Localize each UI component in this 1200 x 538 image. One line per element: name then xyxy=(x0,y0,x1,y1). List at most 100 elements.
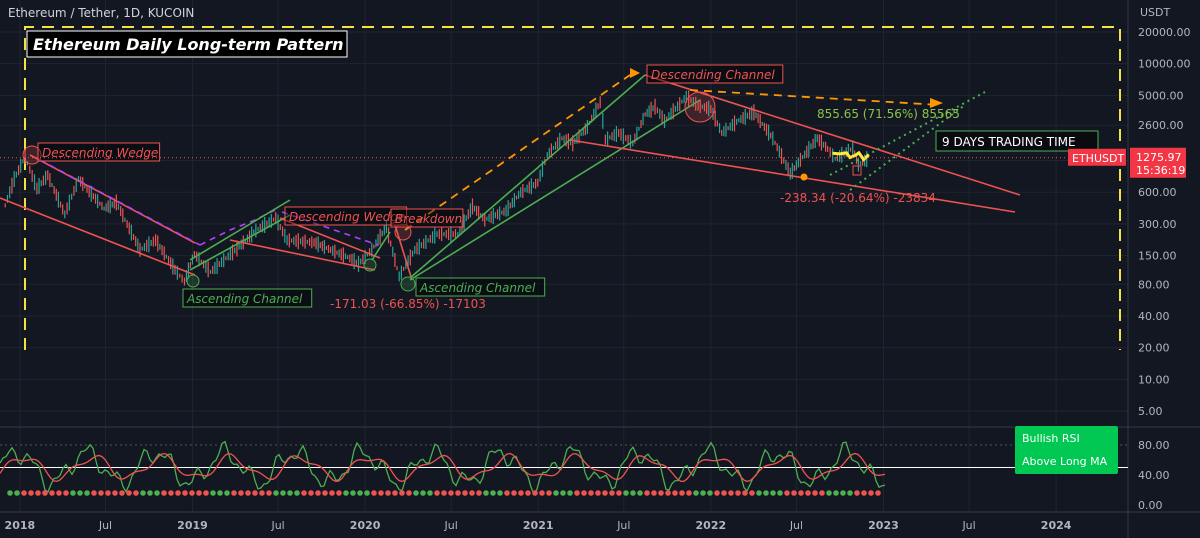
pivot-circle-2 xyxy=(186,274,200,288)
rsi-dot xyxy=(399,490,405,496)
rsi-dot xyxy=(770,490,776,496)
rsi-dot xyxy=(14,490,20,496)
time-axis-tick: 2023 xyxy=(868,519,899,532)
rsi-dot xyxy=(329,490,335,496)
time-axis-tick: Jul xyxy=(270,519,284,532)
rsi-dot xyxy=(203,490,209,496)
rsi-dot xyxy=(672,490,678,496)
rsi-dot xyxy=(308,490,314,496)
trendlines xyxy=(0,68,1021,281)
rsi-dot xyxy=(245,490,251,496)
price-tag-value: 1275.97 xyxy=(1136,151,1182,164)
rsi-dot xyxy=(434,490,440,496)
rsi-dot xyxy=(357,490,363,496)
rsi-dot xyxy=(483,490,489,496)
price-axis-tick: 80.00 xyxy=(1138,278,1170,291)
rsi-dot xyxy=(532,490,538,496)
rsi-dot xyxy=(595,490,601,496)
rsi-ma-line xyxy=(0,452,886,483)
rsi-dot xyxy=(273,490,279,496)
rsi-dot xyxy=(77,490,83,496)
rsi-dot xyxy=(826,490,832,496)
rsi-dot xyxy=(70,490,76,496)
rsi-dot xyxy=(119,490,125,496)
price-tag-countdown: 15:36:19 xyxy=(1136,164,1185,177)
rsi-dot xyxy=(112,490,118,496)
rsi-dot xyxy=(406,490,412,496)
rsi-dot xyxy=(315,490,321,496)
rsi-dot xyxy=(301,490,307,496)
time-axis-tick: Jul xyxy=(98,519,112,532)
rsi-dot xyxy=(35,490,41,496)
label-ascending-channel-2: Ascending Channel xyxy=(415,277,546,297)
measure-down-1: -238.34 (-20.64%) -23834 xyxy=(780,191,936,205)
rsi-dot xyxy=(28,490,34,496)
rsi-dot xyxy=(840,490,846,496)
rsi-dot xyxy=(651,490,657,496)
rsi-dot xyxy=(560,490,566,496)
label-breakdown-text: Breakdown xyxy=(395,212,462,226)
rsi-dot xyxy=(420,490,426,496)
rsi-dot xyxy=(749,490,755,496)
rsi-dot xyxy=(196,490,202,496)
rsi-dot xyxy=(413,490,419,496)
rsi-dot xyxy=(812,490,818,496)
price-series xyxy=(4,90,868,286)
orange-arrow-up xyxy=(630,68,640,78)
pivot-circle-5 xyxy=(400,276,416,292)
price-axis-tick: 2600.00 xyxy=(1138,119,1184,132)
rsi-dot xyxy=(7,490,13,496)
pivot-circle-4 xyxy=(394,223,412,241)
rsi-dot xyxy=(462,490,468,496)
desc-channel-lower xyxy=(569,139,1016,213)
rsi-dot xyxy=(700,490,706,496)
price-axis-tick: 10000.00 xyxy=(1138,58,1191,71)
forecast-marker xyxy=(852,165,862,176)
label-breakdown: Breakdown xyxy=(390,208,464,228)
rsi-dot xyxy=(567,490,573,496)
rsi-dot xyxy=(553,490,559,496)
label-descending-wedge-2-text: Descending Wedge xyxy=(289,210,405,224)
rsi-dot xyxy=(322,490,328,496)
rsi-dot xyxy=(105,490,111,496)
rsi-dot xyxy=(385,490,391,496)
rsi-dot xyxy=(658,490,664,496)
rsi-dot xyxy=(42,490,48,496)
price-axis-tick: 5.00 xyxy=(1138,405,1163,418)
pivot-circle-3 xyxy=(363,258,377,272)
rsi-dot xyxy=(189,490,195,496)
rsi-dot xyxy=(392,490,398,496)
price-axis-tick: 20000.00 xyxy=(1138,26,1191,39)
price-tag-symbol: ETHUSDT xyxy=(1072,152,1124,165)
rsi-dot xyxy=(217,490,223,496)
asc-channel-2-lower xyxy=(409,99,701,281)
time-axis-tick: Jul xyxy=(789,519,803,532)
rsi-dot xyxy=(798,490,804,496)
rsi-dot xyxy=(182,490,188,496)
price-axis-tick: 5000.00 xyxy=(1138,89,1184,102)
time-axis-tick: 2018 xyxy=(5,519,36,532)
wedge2-lower xyxy=(229,239,376,271)
rsi-dot xyxy=(161,490,167,496)
time-axis-tick: 2019 xyxy=(177,519,208,532)
rsi-dot xyxy=(574,490,580,496)
forecast-path xyxy=(832,150,870,162)
price-axis-unit: USDT xyxy=(1140,6,1171,19)
rsi-dot xyxy=(861,490,867,496)
rsi-dot xyxy=(819,490,825,496)
rsi-dot xyxy=(581,490,587,496)
rsi-dot xyxy=(231,490,237,496)
price-axis-tick: 10.00 xyxy=(1138,373,1170,386)
asc-channel-1-upper xyxy=(189,199,291,261)
rsi-dot xyxy=(364,490,370,496)
rsi-axis-tick: 40.00 xyxy=(1138,469,1170,482)
rsi-dot xyxy=(378,490,384,496)
rsi-dot xyxy=(707,490,713,496)
rsi-axis-tick: 0.00 xyxy=(1138,499,1163,512)
breakdown-green xyxy=(371,231,391,261)
rsi-dot xyxy=(168,490,174,496)
rsi-dot xyxy=(721,490,727,496)
yellow-dashed-frame xyxy=(24,26,1121,350)
rsi-dot xyxy=(154,490,160,496)
rsi-dot xyxy=(805,490,811,496)
